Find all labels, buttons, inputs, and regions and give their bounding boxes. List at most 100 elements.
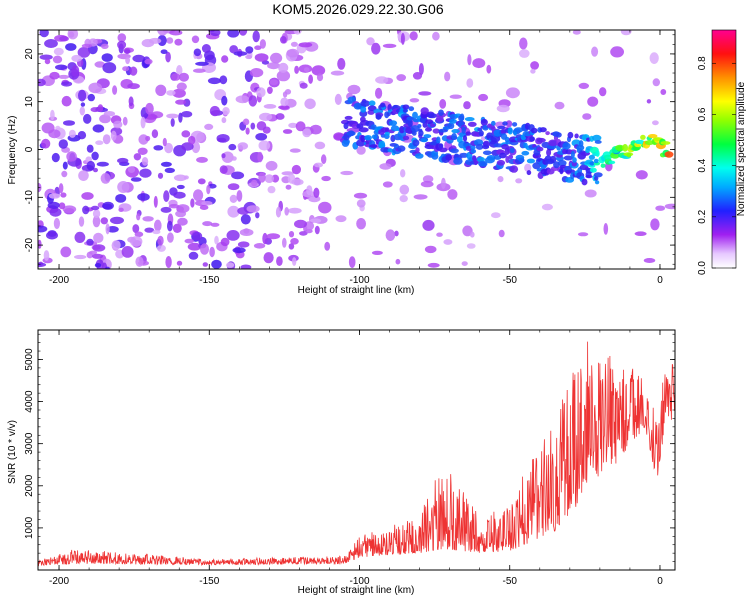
spectrogram-noise-blob bbox=[530, 61, 539, 70]
spectrogram-signal-blob bbox=[445, 154, 452, 161]
spectrogram-noise-blob bbox=[449, 94, 462, 99]
snr-series-line bbox=[38, 341, 676, 567]
spectrogram-noise-blob bbox=[496, 104, 510, 113]
spectrogram-noise-blob bbox=[530, 68, 536, 74]
spectrogram-signal-blob bbox=[436, 136, 441, 144]
spectrogram-noise-blob bbox=[554, 101, 565, 110]
spectrogram-signal-blob bbox=[555, 132, 562, 138]
spectrogram-noise-blob bbox=[269, 79, 279, 86]
spectrogram-noise-blob bbox=[192, 231, 203, 241]
spectrogram-signal-blob bbox=[570, 150, 575, 159]
spectrogram-noise-blob bbox=[122, 66, 130, 72]
spectrogram-signal-blob bbox=[468, 157, 473, 162]
spectrogram-noise-blob bbox=[652, 78, 660, 87]
spectrogram-signal-blob bbox=[509, 165, 519, 173]
spectrogram-noise-blob bbox=[318, 201, 332, 214]
spectrogram-noise-blob bbox=[290, 41, 298, 47]
spectrogram-noise-blob bbox=[49, 207, 62, 217]
spectrogram-signal-blob bbox=[600, 163, 606, 168]
spectrogram-signal-blob bbox=[546, 148, 552, 157]
spectrogram-noise-blob bbox=[61, 170, 68, 178]
spectrogram-noise-blob bbox=[118, 207, 124, 212]
spectrogram-noise-blob bbox=[309, 124, 322, 135]
spectrogram-noise-blob bbox=[59, 35, 69, 42]
spectrogram-noise-blob bbox=[263, 252, 274, 264]
spectrogram-noise-blob bbox=[505, 87, 520, 99]
spectrogram-noise-blob bbox=[160, 206, 172, 213]
spectrogram-noise-blob bbox=[210, 30, 221, 37]
spectrogram-noise-blob bbox=[95, 140, 104, 145]
spectrogram-noise-blob bbox=[400, 169, 406, 178]
spectrogram-noise-blob bbox=[127, 236, 136, 243]
spectrogram-noise-blob bbox=[74, 231, 86, 243]
spectrogram-noise-blob bbox=[257, 151, 263, 163]
x-tick-label: -200 bbox=[49, 275, 69, 286]
spectrogram-noise-blob bbox=[256, 121, 267, 131]
spectrogram-noise-blob bbox=[77, 47, 91, 58]
spectrogram-noise-blob bbox=[302, 128, 312, 138]
spectrogram-noise-blob bbox=[102, 201, 114, 210]
spectrogram-noise-blob bbox=[166, 90, 176, 96]
spectrogram-noise-blob bbox=[382, 181, 393, 188]
x-tick-label: -50 bbox=[503, 275, 518, 286]
spectrogram-noise-blob bbox=[41, 122, 55, 134]
spectrogram-noise-blob bbox=[270, 52, 283, 64]
spectrogram-signal-blob bbox=[593, 172, 603, 178]
colorbar: 0.0 0.2 0.4 0.6 0.8 Normalized spectral ampl… bbox=[697, 29, 747, 275]
spectrogram-noise-blob bbox=[572, 30, 581, 35]
chart-title: KOM5.2026.029.22.30.G06 bbox=[272, 1, 443, 17]
spectrogram-noise-blob bbox=[177, 217, 188, 226]
snr-panel: -200 -150 -100 -50 0 5000 4000 3000 2000 1000 He… bbox=[7, 329, 676, 596]
spectrogram-noise-blob bbox=[93, 167, 98, 173]
spectrogram-noise-blob bbox=[88, 250, 98, 255]
spectrogram-signal-blob bbox=[482, 144, 490, 150]
spectrogram-noise-blob bbox=[227, 30, 240, 38]
spectrogram-noise-blob bbox=[282, 129, 293, 134]
x-tick-label: 0 bbox=[657, 576, 663, 587]
spectrogram-noise-blob bbox=[240, 214, 251, 225]
spectrogram-signal-blob bbox=[432, 128, 440, 134]
spectrogram-noise-blob bbox=[280, 36, 287, 44]
spectrogram-signal-blob bbox=[371, 134, 378, 140]
spectrogram-noise-blob bbox=[470, 231, 475, 238]
spectrogram-signal-blob bbox=[500, 129, 507, 135]
spectrogram-noise-blob bbox=[87, 93, 96, 102]
spectrogram-noise-blob bbox=[264, 174, 274, 184]
spectrogram-signal-blob bbox=[397, 145, 406, 152]
spectrogram-noise-blob bbox=[181, 111, 193, 118]
spectrogram-signal-blob bbox=[425, 119, 434, 125]
spectrogram-noise-blob bbox=[207, 77, 221, 85]
spectrogram-noise-blob bbox=[160, 161, 172, 167]
spectrogram-signal-blob bbox=[359, 110, 368, 117]
spectrogram-signal-blob bbox=[412, 139, 420, 147]
spectrogram-noise-blob bbox=[664, 203, 675, 210]
spectrogram-noise-blob bbox=[295, 121, 306, 132]
spectrogram-noise-blob bbox=[231, 156, 237, 161]
spectrogram-noise-blob bbox=[204, 123, 214, 130]
spectrogram-noise-blob bbox=[246, 205, 260, 213]
spectrogram-noise-blob bbox=[396, 74, 407, 82]
spectrogram-noise-blob bbox=[253, 243, 266, 249]
spectrogram-noise-blob bbox=[174, 38, 183, 46]
spectrogram-noise-blob bbox=[90, 205, 100, 211]
spectrogram-signal-blob bbox=[407, 120, 413, 128]
spectrogram-noise-blob bbox=[634, 231, 647, 236]
spectrogram-signal-blob bbox=[467, 121, 477, 127]
spectrogram-noise-blob bbox=[65, 43, 77, 51]
spectrogram-noise-blob bbox=[154, 219, 162, 232]
spectrogram-noise-blob bbox=[229, 45, 239, 54]
spectrogram-noise-blob bbox=[251, 179, 258, 187]
spectrogram-noise-blob bbox=[193, 68, 206, 73]
spectrogram-noise-blob bbox=[92, 215, 101, 228]
spectrogram-noise-blob bbox=[221, 153, 226, 159]
spectrogram-noise-blob bbox=[58, 202, 66, 210]
spectrogram-noise-blob bbox=[121, 246, 134, 258]
spectrogram-signal-blob bbox=[438, 143, 444, 149]
spectrogram-noise-blob bbox=[371, 42, 381, 55]
spectrogram-noise-blob bbox=[172, 223, 182, 233]
spectrogram-noise-blob bbox=[214, 235, 219, 245]
spectrogram-noise-blob bbox=[41, 138, 51, 149]
spectrogram-noise-blob bbox=[173, 191, 186, 199]
spectrogram-noise-blob bbox=[103, 111, 116, 117]
spectrogram-x-label: Height of straight line (km) bbox=[298, 285, 415, 296]
